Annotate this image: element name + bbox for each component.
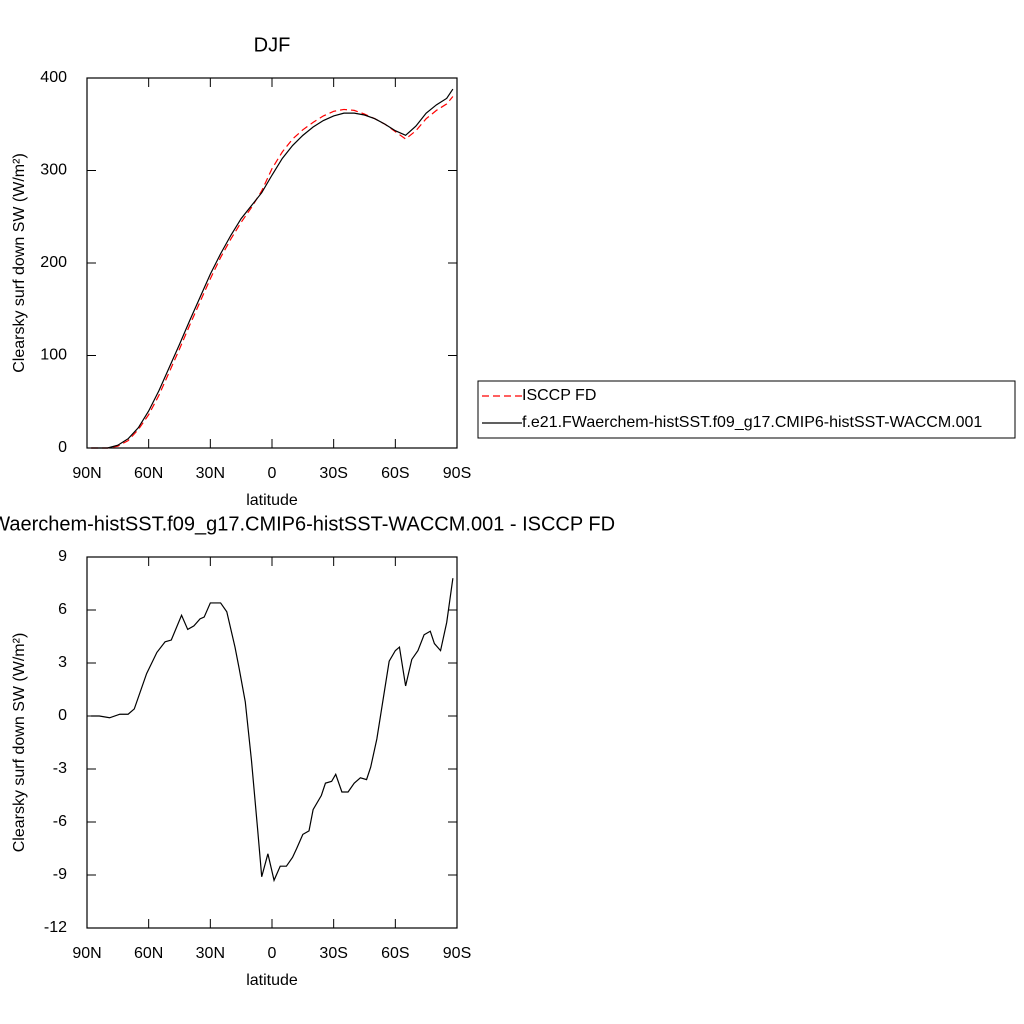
legend: ISCCP FD f.e21.FWaerchem-histSST.f09_g17.… bbox=[477, 380, 1016, 439]
chart-title: DJF bbox=[254, 34, 291, 56]
y-tick-label: 200 bbox=[40, 254, 67, 271]
y-tick-label: 100 bbox=[40, 347, 67, 364]
x-tick-label: 0 bbox=[268, 945, 277, 962]
x-axis-label: latitude bbox=[246, 972, 298, 989]
y-tick-label: 300 bbox=[40, 162, 67, 179]
y-tick-label: 400 bbox=[40, 69, 67, 86]
x-tick-label: 60S bbox=[381, 465, 409, 482]
x-tick-label: 60S bbox=[381, 945, 409, 962]
y-tick-label: -3 bbox=[53, 760, 67, 777]
y-tick-label: -9 bbox=[53, 866, 67, 883]
legend-label: f.e21.FWaerchem-histSST.f09_g17.CMIP6-hi… bbox=[522, 414, 982, 431]
x-axis-label: latitude bbox=[246, 492, 298, 509]
legend-label: ISCCP FD bbox=[522, 387, 596, 404]
x-tick-label: 60N bbox=[134, 945, 163, 962]
y-tick-label: 0 bbox=[58, 439, 67, 456]
y-tick-label: -12 bbox=[44, 919, 67, 936]
plot-frame bbox=[86, 77, 458, 449]
x-tick-label: 30S bbox=[319, 465, 347, 482]
x-tick-label: 30S bbox=[319, 945, 347, 962]
y-tick-label: 3 bbox=[58, 654, 67, 671]
y-tick-label: 6 bbox=[58, 601, 67, 618]
x-tick-label: 30N bbox=[196, 945, 225, 962]
x-tick-label: 0 bbox=[268, 465, 277, 482]
chart-title: f.e21.FWaerchem-histSST.f09_g17.CMIP6-hi… bbox=[0, 513, 615, 535]
y-axis-label: Clearsky surf down SW (W/m²) bbox=[11, 633, 28, 853]
x-tick-label: 90S bbox=[443, 465, 471, 482]
x-tick-label: 60N bbox=[134, 465, 163, 482]
x-tick-label: 30N bbox=[196, 465, 225, 482]
y-tick-label: -6 bbox=[53, 813, 67, 830]
data-line bbox=[91, 96, 454, 449]
x-tick-label: 90S bbox=[443, 945, 471, 962]
x-tick-label: 90N bbox=[72, 465, 101, 482]
plot-frame bbox=[86, 556, 458, 929]
y-axis-label: Clearsky surf down SW (W/m²) bbox=[11, 153, 28, 373]
x-tick-label: 90N bbox=[72, 945, 101, 962]
data-line bbox=[91, 578, 454, 883]
y-tick-label: 9 bbox=[58, 548, 67, 565]
y-tick-label: 0 bbox=[58, 707, 67, 724]
data-line bbox=[91, 88, 454, 449]
legend-frame bbox=[477, 380, 1016, 439]
